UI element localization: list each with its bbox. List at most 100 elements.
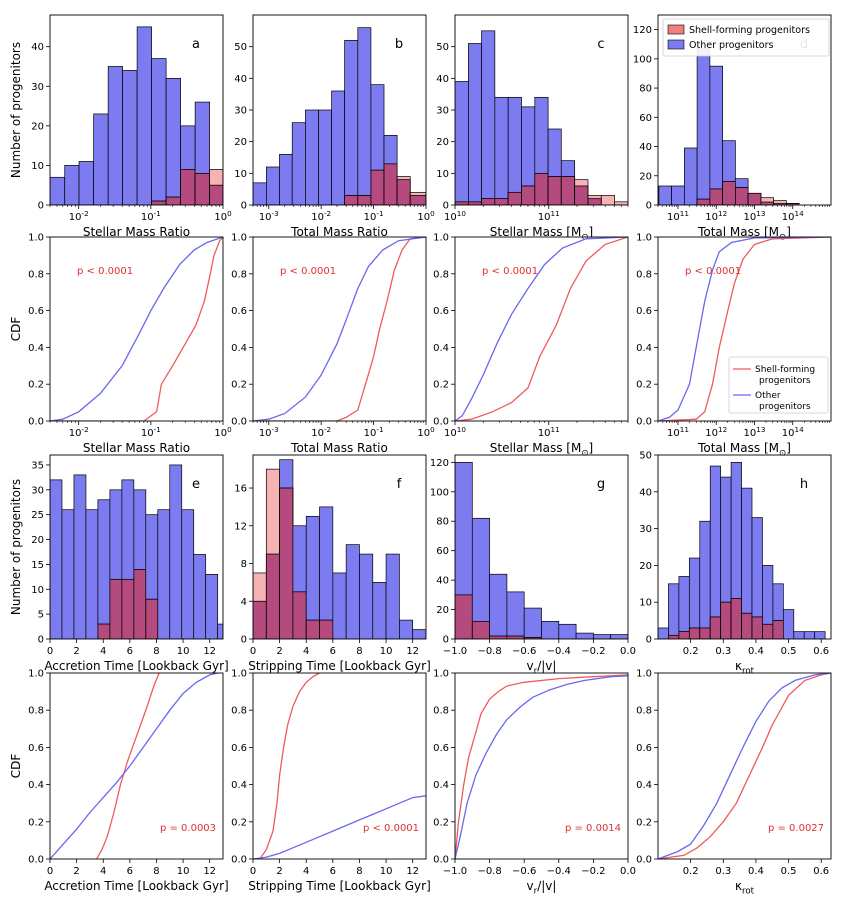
cdf-line-shell	[658, 237, 831, 421]
bar-other	[506, 591, 525, 639]
y-tick-label: 0.2	[231, 380, 247, 391]
x-axis-label: Stripping Time [Lookback Gyr]	[248, 879, 431, 893]
x-tick-label: 100	[214, 425, 232, 439]
y-axis-label: CDF	[9, 317, 23, 342]
y-tick-label: 80	[639, 84, 652, 95]
cdf-lines	[658, 673, 831, 859]
bar-other	[181, 509, 195, 639]
cdf-lines	[455, 674, 628, 859]
cdf-line-other	[658, 673, 831, 859]
y-tick-label: 30	[31, 485, 44, 496]
bar-other	[803, 631, 816, 639]
axes-frame	[454, 236, 629, 422]
y-tick-label: 0.4	[231, 343, 247, 354]
bar-overlap	[668, 634, 680, 639]
x-tick-label: 4	[303, 866, 309, 877]
legend-label: Shell-forming	[755, 365, 815, 375]
x-tick-label: −0.8	[477, 646, 501, 657]
axes-frame	[454, 454, 629, 640]
x-tick-label: 0.6	[813, 866, 829, 877]
y-tick-label: 100	[633, 54, 652, 65]
y-tick-label: 0.8	[28, 706, 44, 717]
bar-other	[709, 65, 723, 205]
x-tick-label: 100	[417, 425, 435, 439]
y-tick-label: 4	[241, 597, 247, 608]
bar-other	[696, 48, 711, 205]
bar-other	[699, 520, 711, 639]
y-tick-label: 0.8	[28, 269, 44, 280]
bar-other	[455, 81, 469, 205]
y-tick-label: 0.0	[231, 417, 247, 428]
bar-other	[193, 554, 207, 639]
p-value-text: p = 0.0014	[565, 823, 621, 834]
x-axis-label: κrot	[735, 879, 755, 896]
panel-f: 0 2 4 6 8 10 12 0 4 8 12 16 Stripping Time [Lookback…	[234, 454, 431, 673]
y-tick-label: 0.2	[28, 380, 44, 391]
legend-swatch-shell	[667, 24, 685, 35]
bar-other	[97, 499, 111, 639]
y-tick-label: 0.6	[433, 306, 449, 317]
x-tick-label: 1011	[538, 425, 560, 439]
y-tick-label: 0.0	[231, 855, 247, 866]
y-tick-label: 120	[633, 25, 652, 36]
bar-overlap	[560, 176, 576, 205]
x-tick-label: 10-2	[69, 209, 89, 223]
x-axis-label: Stripping Time [Lookback Gyr]	[248, 659, 431, 673]
bar-other	[385, 553, 400, 639]
bar-overlap	[253, 600, 267, 639]
y-tick-label: 0.6	[28, 306, 44, 317]
bars	[253, 27, 426, 205]
p-value-text: p < 0.0001	[280, 266, 336, 277]
bars	[658, 462, 826, 639]
x-tick-label: −0.8	[477, 866, 501, 877]
panel-label: e	[192, 477, 200, 492]
bars	[455, 30, 628, 205]
bar-other	[593, 634, 612, 639]
bar-overlap	[547, 176, 562, 205]
bar-overlap	[786, 203, 800, 205]
y-tick-label: 0.6	[28, 743, 44, 754]
bar-overlap	[109, 578, 123, 639]
bar-overlap	[720, 601, 732, 639]
cdf-lines	[50, 673, 218, 859]
y-tick-label: 10	[31, 585, 44, 596]
y-tick-label: 100	[430, 487, 449, 498]
panel-label: g	[597, 477, 605, 492]
bar-other	[291, 122, 306, 205]
y-tick-label: 30	[234, 106, 247, 117]
p-value-text: p = 0.0027	[768, 823, 824, 834]
bar-other	[793, 631, 805, 639]
x-tick-label: 1014	[782, 425, 804, 439]
bar-other	[345, 544, 360, 639]
legend-label-shell: Shell-forming progenitors	[689, 25, 810, 36]
bar-overlap	[521, 185, 536, 205]
y-tick-label: 1.0	[28, 233, 44, 244]
bar-overlap	[180, 169, 196, 205]
axes-frame	[252, 14, 427, 206]
x-tick-label: 0.0	[620, 646, 636, 657]
panel-cdf7: −1.0 −0.8 −0.6 −0.4 −0.2 0.0 0.0 0.2 0.4 0.6 0.8 1.…	[433, 669, 636, 897]
bar-other	[468, 43, 482, 205]
cdf-lines	[253, 237, 426, 421]
axes-frame	[657, 14, 832, 206]
bar-overlap	[534, 172, 549, 205]
x-tick-label: 8	[153, 866, 159, 877]
y-tick-label: 0	[443, 635, 449, 646]
x-tick-label: 10-1	[141, 209, 161, 223]
x-tick-label: 10-3	[259, 209, 279, 223]
y-tick-label: 0.4	[433, 780, 449, 791]
bar-overlap	[455, 201, 469, 205]
bar-overlap	[292, 591, 307, 639]
bar-other	[678, 576, 690, 639]
y-tick-label: 0.4	[636, 343, 652, 354]
axes-frame	[252, 454, 427, 640]
bar-overlap	[696, 198, 711, 205]
y-tick-label: 40	[639, 487, 652, 498]
bar-other	[372, 582, 387, 639]
bar-other	[344, 39, 359, 205]
x-tick-label: 0	[47, 646, 53, 657]
legend-label: progenitors	[759, 376, 811, 386]
bar-other	[122, 70, 138, 205]
p-value-text: p < 0.0001	[685, 266, 741, 277]
y-tick-label: 0.2	[433, 380, 449, 391]
